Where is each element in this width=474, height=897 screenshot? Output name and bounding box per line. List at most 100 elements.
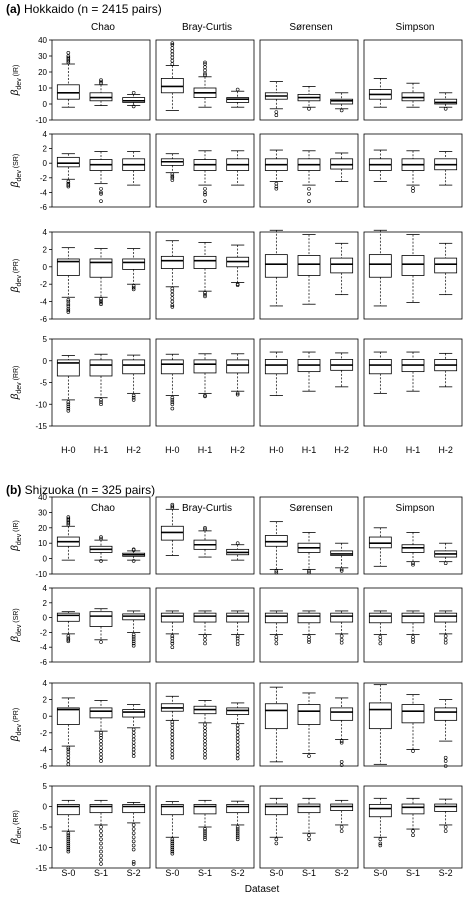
- x-tick-label: H-0: [61, 445, 76, 455]
- outlier-point: [170, 305, 175, 309]
- outlier-point: [66, 745, 71, 750]
- box-H-1: [193, 60, 217, 108]
- row-ir: βdev (IR) 40 30 20 10 0 -10: [10, 36, 463, 125]
- outlier-point: [131, 862, 136, 866]
- box-H-1: [297, 351, 321, 392]
- y-tick-label: -10: [35, 116, 47, 125]
- y-tick-label: 10: [38, 539, 47, 548]
- outlier-point: [235, 391, 240, 396]
- y-tick-label: -6: [40, 658, 48, 667]
- outlier-point: [66, 408, 71, 413]
- box-S-2: [122, 610, 146, 648]
- subplot-pr-1: [155, 231, 255, 320]
- subplot-pr-0: 4 2 0 -2 -4 -6: [40, 679, 151, 771]
- outlier-point: [203, 641, 207, 646]
- outlier-point: [66, 755, 71, 760]
- box-H-1: [401, 150, 425, 193]
- box-S-2: [434, 699, 458, 768]
- outlier-point: [307, 107, 311, 111]
- y-tick-label: 4: [43, 130, 48, 139]
- outlier-point: [170, 46, 175, 50]
- outlier-point: [203, 749, 207, 753]
- outlier-point: [339, 740, 344, 745]
- y-tick-label: 0: [43, 555, 48, 564]
- outlier-point: [99, 186, 103, 191]
- outlier-point: [99, 755, 103, 760]
- subplot-sr-1: [155, 587, 255, 663]
- row-pr: βdev (PR) 4 2 0 -2 -4 -6: [10, 228, 463, 324]
- box-S-0: [160, 502, 184, 556]
- iqr-box: [368, 612, 392, 624]
- outlier-point: [203, 755, 207, 760]
- outlier-point: [66, 835, 71, 840]
- subplot-sr-0: 4 2 0 -2 -4 -6: [40, 584, 151, 667]
- outlier-point: [339, 567, 344, 572]
- outlier-point: [170, 722, 175, 727]
- box-H-0: [264, 81, 288, 117]
- box-S-1: [193, 799, 217, 842]
- outlier-point: [170, 749, 175, 753]
- outlier-point: [274, 637, 279, 642]
- y-label-sub: dev: [16, 382, 23, 394]
- outlier-point: [99, 862, 103, 866]
- outlier-point: [66, 310, 71, 314]
- y-tick-label: 0: [43, 100, 48, 109]
- outlier-point: [170, 398, 175, 402]
- outlier-point: [66, 634, 71, 638]
- outlier-point: [378, 841, 383, 846]
- box-S-0: [368, 610, 392, 646]
- y-label-key: (RR): [13, 810, 20, 827]
- outlier-point: [99, 837, 103, 842]
- outlier-point: [170, 645, 175, 650]
- subplot-frame: [155, 133, 255, 208]
- iqr-box: [226, 707, 250, 715]
- box-H-2: [226, 353, 250, 397]
- outlier-point: [66, 308, 71, 313]
- outlier-point: [66, 183, 71, 187]
- y-tick-label: 0: [43, 614, 48, 623]
- y-label-sub: dev: [16, 78, 23, 90]
- box-S-0: [264, 797, 288, 846]
- box-S-1: [401, 610, 425, 644]
- box-H-0: [160, 153, 184, 182]
- outlier-point: [411, 561, 415, 566]
- outlier-point: [235, 746, 240, 751]
- outlier-point: [203, 732, 207, 737]
- outlier-point: [307, 837, 311, 842]
- outlier-point: [99, 829, 103, 833]
- outlier-point: [170, 735, 175, 740]
- y-tick-label: -4: [40, 188, 48, 197]
- outlier-point: [274, 181, 279, 186]
- box-H-0: [368, 149, 392, 182]
- outlier-point: [378, 641, 383, 646]
- box-S-1: [193, 525, 217, 558]
- outlier-point: [99, 849, 103, 854]
- x-tick-label: S-2: [231, 868, 245, 878]
- x-axis-label: Dataset: [245, 884, 280, 895]
- outlier-point: [203, 831, 207, 835]
- outlier-point: [203, 65, 207, 69]
- outlier-point: [170, 755, 175, 760]
- outlier-point: [131, 737, 136, 742]
- iqr-box: [89, 707, 113, 719]
- box-S-0: [56, 515, 80, 561]
- outlier-point: [235, 87, 240, 92]
- y-label-beta: β: [10, 393, 21, 400]
- outlier-point: [170, 400, 175, 404]
- outlier-point: [170, 839, 175, 844]
- iqr-box: [330, 803, 354, 811]
- box-H-0: [160, 353, 184, 411]
- box-H-2: [434, 352, 458, 388]
- iqr-box: [264, 703, 288, 730]
- outlier-point: [66, 406, 71, 411]
- y-axis-label: βdev (PR): [10, 259, 23, 293]
- outlier-point: [307, 635, 311, 639]
- outlier-point: [203, 525, 207, 530]
- outlier-point: [235, 634, 240, 638]
- panel-region: Shizuoka: [25, 483, 78, 497]
- iqr-box: [193, 255, 217, 269]
- x-tick-label: H-1: [302, 445, 317, 455]
- outlier-point: [99, 853, 103, 858]
- x-tick-label: H-0: [165, 445, 180, 455]
- x-tick-label: S-1: [302, 868, 316, 878]
